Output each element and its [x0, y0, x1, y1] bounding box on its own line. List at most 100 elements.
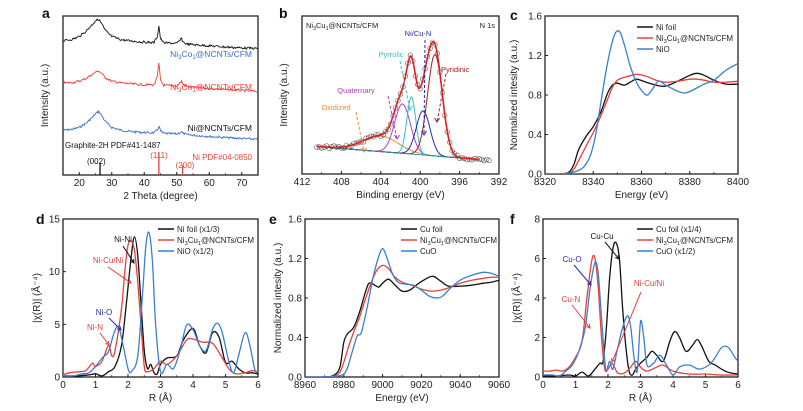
x-tick-label: 8980: [333, 380, 356, 391]
legend-label-ni3co1-blue-label-sub2: 1: [192, 55, 196, 61]
arrow-head-icon: [361, 147, 367, 153]
x-tick-label: 6: [255, 380, 261, 391]
y-tick-label: 0.4: [528, 130, 542, 141]
legend-label: Cu foil (x1/4): [656, 225, 702, 234]
y-tick-label: 0.0: [528, 170, 542, 181]
x-tick-label: 3: [638, 380, 644, 391]
arrow-head-icon: [407, 105, 413, 111]
reference-label-200: (200): [176, 161, 195, 170]
legend-label-label-mid: Cu: [431, 236, 441, 245]
sample-title: Ni3Cu1@NCNTs/CFM: [306, 21, 378, 32]
panel-a: 20 30 40 50 60 70 2 Theta (degree) Intensity (a…: [40, 15, 259, 202]
x-tick-label: 2: [605, 380, 611, 391]
peak-arrow: [423, 39, 426, 136]
annotation-arrow: [122, 245, 135, 264]
legend-label-label-main: Ni: [177, 236, 185, 245]
y-tick-label: 0.0: [288, 373, 302, 384]
y-tick-label: 8: [534, 215, 540, 226]
legend-label-label-mid: Cu: [667, 236, 677, 245]
xps-data-point: [464, 157, 470, 163]
y-axis-label: Normalized intesity (a.u.): [273, 243, 284, 354]
peak-annotation: Ni-Cu/Ni: [93, 256, 123, 265]
legend-label: CuO: [420, 247, 436, 256]
x-tick-label: 0: [60, 380, 66, 391]
annotation-arrow: [604, 241, 620, 260]
x-tick-label: 8400: [727, 177, 750, 188]
panel-label-d: d: [36, 211, 45, 227]
legend-label-ni-ncnts-text: Ni@NCNTs/CFM: [188, 123, 252, 133]
y-tick-label: 2: [534, 333, 540, 344]
xps-data-point: [486, 157, 492, 163]
peak-annotation: Ni-Ni: [114, 235, 132, 244]
legend-label: Ni3Cu1@NCNTs/CFM: [420, 236, 497, 247]
legend-label-label-main: Ni: [656, 34, 664, 43]
x-tick-label: 6: [735, 380, 741, 391]
series-line-2: [543, 261, 738, 377]
legend-label: Cu foil: [420, 225, 443, 234]
x-axis-label: Binding energy (eV): [356, 190, 444, 201]
panel-e: 8960 8980 9000 9020 9040 9060 0.0 0.4 0.8 1.2 1.6 E…: [273, 215, 511, 405]
x-tick-label: 9060: [488, 380, 511, 391]
x-tick-label: 40: [139, 178, 151, 189]
annotation-arrow: [99, 332, 110, 346]
xps-data-point: [479, 156, 485, 163]
legend-label-ni3co1-blue-label-main: Ni: [170, 49, 178, 59]
x-axis-label: Energy (eV): [615, 190, 668, 201]
legend-label-ni3co1-blue-label-sub1: 3: [178, 55, 182, 61]
xrd-trace: [63, 109, 259, 141]
series-line-1: [543, 254, 738, 376]
legend-label: NiO: [656, 45, 670, 54]
x-tick-label: 4: [670, 380, 676, 391]
x-tick-label: 0: [540, 380, 546, 391]
x-tick-label: 2: [125, 380, 131, 391]
legend-label-label-main: Ni: [656, 236, 664, 245]
x-tick-label: 5: [703, 380, 709, 391]
y-tick-label: 0.8: [288, 294, 302, 305]
sample-title-part: Ni: [306, 21, 313, 30]
panel-label-f: f: [510, 211, 515, 227]
arrow-head-icon: [434, 117, 440, 123]
x-tick-label: 8360: [630, 177, 653, 188]
legend-label: CuO (x1/2): [656, 247, 695, 256]
legend-label: Ni3Cu1@NCNTs/CFM: [656, 34, 733, 45]
legend-label: Ni3Cu1@NCNTs/CFM: [656, 236, 733, 247]
y-tick-label: 1.2: [528, 51, 542, 62]
x-tick-label: 50: [171, 178, 183, 189]
series-line-2: [545, 30, 738, 174]
arrow-head-icon: [586, 323, 591, 329]
peak-annotation: Cu-O: [562, 255, 581, 264]
sample-title-part: 1: [326, 26, 329, 32]
reference-label-002: (002): [87, 157, 106, 166]
x-tick-label: 400: [412, 177, 429, 188]
x-tick-label: 396: [451, 177, 468, 188]
x-tick-label: 9000: [371, 380, 394, 391]
legend-label-ni3co1-red-label-sub1: 3: [178, 88, 182, 94]
peak-annotation: Ni-Cu/Ni: [634, 279, 664, 288]
y-axis-label: |χ(R)| (Å⁻⁴): [510, 273, 523, 323]
legend-label-label-sub2: 1: [198, 241, 201, 247]
legend-label-label-tail: @NCNTs/CFM: [201, 236, 254, 245]
peak-label-pyrrolic: Pyrrolic: [378, 50, 403, 59]
x-tick-label: 392: [491, 177, 508, 188]
x-axis-label: R (Å): [629, 391, 652, 404]
y-tick-label: 0: [54, 373, 60, 384]
legend-label-label-sub1: 3: [428, 241, 431, 247]
legend-label-label-mid: Cu: [667, 34, 677, 43]
sample-title-part: @NCNTs/CFM: [329, 21, 379, 30]
legend-label-label-tail: @NCNTs/CFM: [444, 236, 497, 245]
arrow-head-icon: [130, 258, 135, 264]
series-line-0: [543, 241, 738, 377]
ni-pdf-label: Ni PDF#04-0850: [192, 153, 252, 162]
x-tick-label: 1: [573, 380, 579, 391]
x-tick-label: 8340: [582, 177, 605, 188]
y-tick-label: 1.2: [288, 254, 302, 265]
series-line-2: [305, 247, 499, 377]
panel-c: 8320 8340 8360 8380 8400 0.0 0.4 0.8 1.2 1.6 Energ…: [509, 12, 750, 202]
y-axis-label: Intensity (a.u.): [40, 64, 51, 127]
spectrum-title: N 1s: [480, 21, 496, 30]
series-line-1: [545, 73, 738, 174]
peak-annotation: Cu-Cu: [590, 232, 613, 241]
peak-arrow: [387, 95, 398, 140]
series-line-1: [305, 264, 499, 377]
panel-d: 0 1 2 3 4 5 6 0 5 10 15 R (Å) |χ(R)| (Å⁻⁴) Ni foil (x…: [30, 215, 261, 405]
